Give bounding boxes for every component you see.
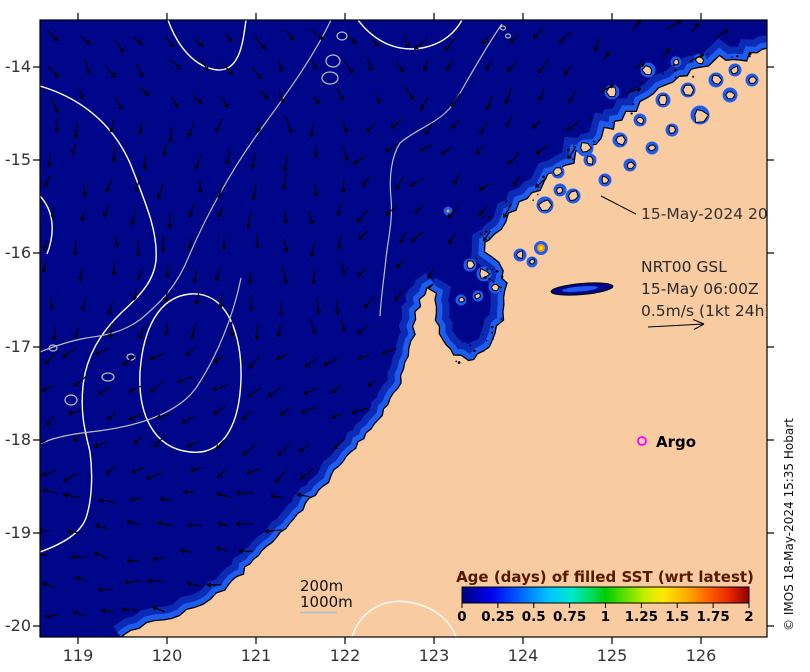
colorbar-tick-label: 0.25 bbox=[481, 609, 514, 625]
sst-age-spot-small bbox=[443, 206, 453, 216]
model-scale-label: 0.5m/s (1kt 24h) bbox=[641, 302, 770, 320]
y-axis-label: -15 bbox=[5, 150, 31, 169]
contour-200m-lines bbox=[40, 20, 512, 445]
model-time-label: 15-May 06:00Z bbox=[641, 280, 759, 298]
land-mass bbox=[119, 47, 767, 637]
depth-1000m-label: 1000m bbox=[300, 593, 353, 611]
colorbar-tick-label: 1.75 bbox=[696, 609, 729, 625]
colorbar-ticks bbox=[461, 603, 750, 608]
estuary-arm bbox=[550, 282, 614, 296]
y-axis-label: -16 bbox=[5, 243, 31, 262]
depth-200m-label: 200m bbox=[300, 577, 343, 595]
timestamp-label: 15-May-2024 20Z bbox=[641, 205, 778, 223]
archipelago-islands bbox=[455, 53, 759, 364]
current-vector-arrows bbox=[40, 20, 729, 619]
scale-arrow bbox=[647, 319, 705, 330]
y-axis-label: -17 bbox=[5, 337, 31, 356]
map-canvas: 15-May-2024 20Z NRT00 GSL 15-May 06:00Z … bbox=[40, 20, 778, 637]
colorbar-tick-label: 0.5 bbox=[522, 609, 546, 625]
x-axis-label: 119 bbox=[63, 646, 94, 665]
axis-labels: 119 120 121 122 123 124 125 126 -14 -15 -16 -17 -18 -… bbox=[5, 57, 716, 665]
sst-age-spot bbox=[534, 241, 548, 255]
colorbar-tick-label: 0 bbox=[457, 609, 466, 625]
x-axis-label: 122 bbox=[330, 646, 361, 665]
x-axis-label: 121 bbox=[241, 646, 272, 665]
x-axis-label: 123 bbox=[419, 646, 450, 665]
argo-label: Argo bbox=[656, 433, 696, 451]
x-axis-label: 124 bbox=[508, 646, 539, 665]
colorbar-title: Age (days) of filled SST (wrt latest) bbox=[456, 568, 754, 586]
timestamp-leader-line bbox=[600, 195, 637, 215]
colorbar-tick-label: 1.5 bbox=[665, 609, 689, 625]
x-axis-label: 125 bbox=[597, 646, 628, 665]
argo-float-marker bbox=[637, 436, 647, 446]
x-axis-label: 120 bbox=[152, 646, 183, 665]
x-axis-label: 126 bbox=[686, 646, 717, 665]
copyright-text: © IMOS 18-May-2024 15:35 Hobart bbox=[782, 418, 796, 631]
colorbar-tick-label: 2 bbox=[744, 609, 753, 625]
y-axis-label: -19 bbox=[5, 523, 31, 542]
colorbar-tick-label: 1.25 bbox=[625, 609, 658, 625]
colorbar-tick-labels: 0 0.25 0.5 0.75 1 1.25 1.5 1.75 2 bbox=[457, 609, 753, 625]
y-axis-label: -14 bbox=[5, 57, 31, 76]
map-frame bbox=[39, 19, 768, 638]
colorbar-tick-label: 0.75 bbox=[553, 609, 586, 625]
y-axis-label: -20 bbox=[5, 616, 31, 635]
axis-ticks bbox=[33, 13, 774, 644]
y-axis-label: -18 bbox=[5, 430, 31, 449]
model-name-label: NRT00 GSL bbox=[641, 258, 727, 276]
colorbar-gradient bbox=[461, 586, 750, 604]
contour-1000m-lines bbox=[40, 20, 463, 637]
colorbar-tick-label: 1 bbox=[601, 609, 610, 625]
